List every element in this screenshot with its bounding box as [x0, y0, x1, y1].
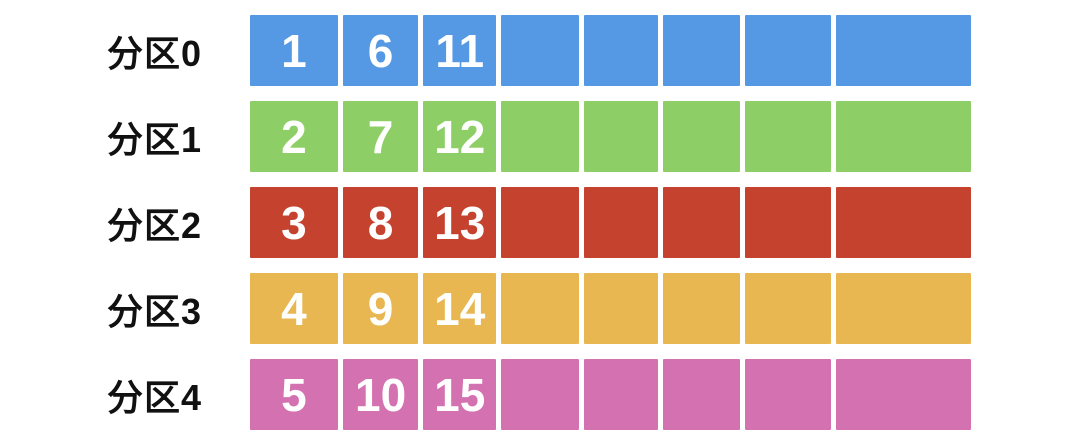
empty-cell: [835, 101, 971, 172]
empty-cell: [835, 15, 971, 86]
empty-cell: [745, 359, 831, 430]
partition-bar: 2 7 12: [250, 101, 971, 172]
empty-cell: [745, 101, 831, 172]
message-cell: 4: [250, 273, 338, 344]
message-cell: 8: [342, 187, 419, 258]
empty-cell: [501, 187, 579, 258]
partition-row-2: 分区2 3 8 13: [0, 187, 1080, 258]
empty-cell: [745, 273, 831, 344]
empty-cell: [835, 359, 971, 430]
partition-row-0: 分区0 1 6 11: [0, 15, 1080, 86]
partition-row-4: 分区4 5 10 15: [0, 359, 1080, 430]
partition-label: 分区2: [106, 204, 202, 246]
message-cell: 13: [423, 187, 497, 258]
message-cell: 10: [342, 359, 419, 430]
empty-cell: [583, 359, 659, 430]
empty-cell: [583, 187, 659, 258]
empty-cell: [501, 101, 579, 172]
partition-bar: 3 8 13: [250, 187, 971, 258]
empty-cell: [583, 273, 659, 344]
message-cell: 9: [342, 273, 419, 344]
empty-cell: [583, 101, 659, 172]
empty-cell: [745, 15, 831, 86]
message-cell: 6: [342, 15, 419, 86]
message-cell: 7: [342, 101, 419, 172]
message-cell: 2: [250, 101, 338, 172]
message-cell: 5: [250, 359, 338, 430]
partition-bar: 1 6 11: [250, 15, 971, 86]
empty-cell: [663, 101, 741, 172]
empty-cell: [663, 273, 741, 344]
message-cell: 15: [423, 359, 497, 430]
message-cell: 1: [250, 15, 338, 86]
empty-cell: [501, 15, 579, 86]
empty-cell: [663, 359, 741, 430]
partition-label: 分区1: [106, 118, 202, 160]
message-cell: 3: [250, 187, 338, 258]
empty-cell: [663, 187, 741, 258]
message-cell: 12: [423, 101, 497, 172]
empty-cell: [583, 15, 659, 86]
partition-bar: 4 9 14: [250, 273, 971, 344]
partition-bar: 5 10 15: [250, 359, 971, 430]
partition-row-3: 分区3 4 9 14: [0, 273, 1080, 344]
message-cell: 14: [423, 273, 497, 344]
partition-label: 分区3: [106, 290, 202, 332]
partition-label: 分区4: [106, 376, 202, 418]
message-cell: 11: [423, 15, 497, 86]
partition-row-1: 分区1 2 7 12: [0, 101, 1080, 172]
empty-cell: [835, 187, 971, 258]
empty-cell: [745, 187, 831, 258]
partition-label: 分区0: [106, 32, 202, 74]
empty-cell: [835, 273, 971, 344]
empty-cell: [501, 273, 579, 344]
empty-cell: [501, 359, 579, 430]
empty-cell: [663, 15, 741, 86]
